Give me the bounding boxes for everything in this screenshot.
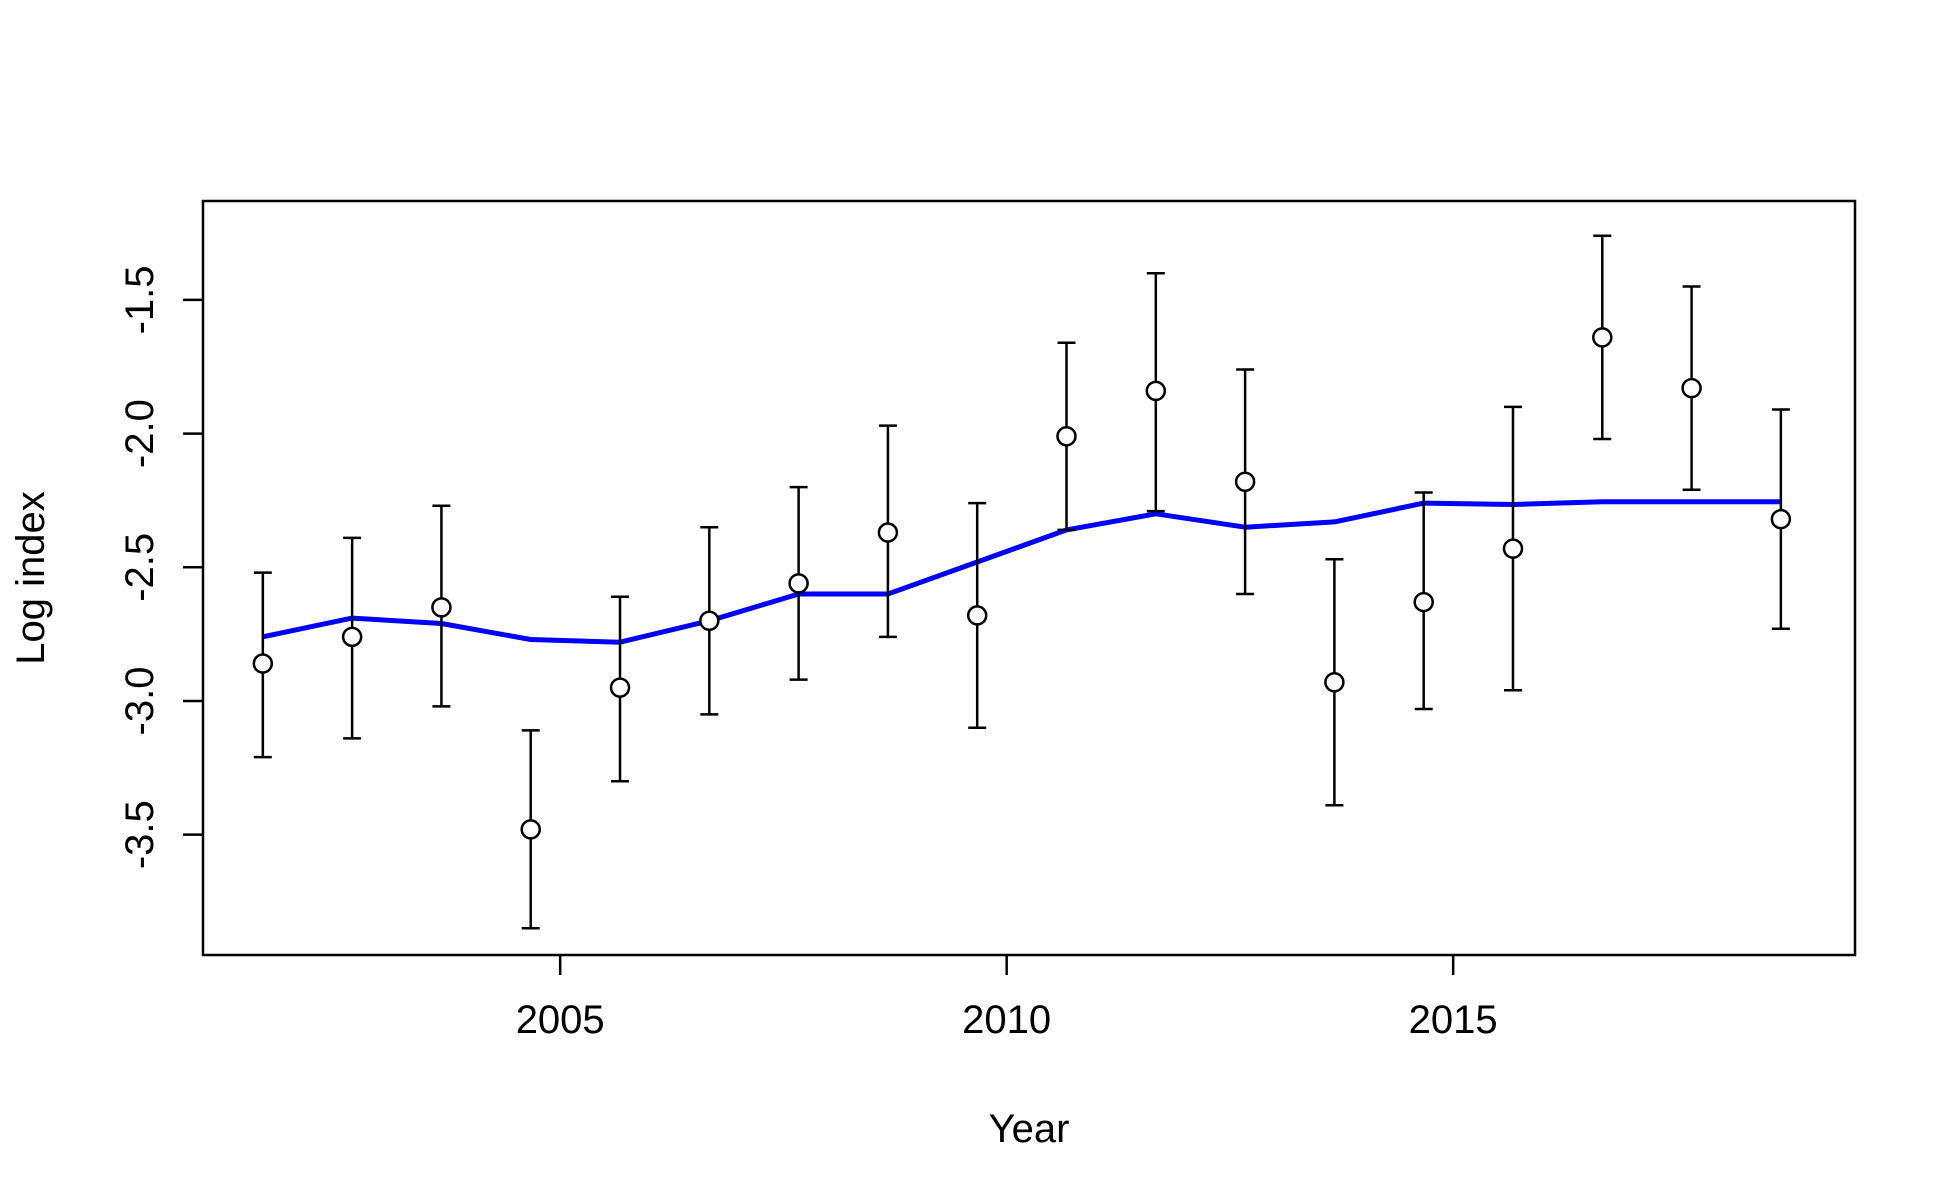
data-point-group <box>1145 271 1167 513</box>
data-point <box>1770 508 1792 530</box>
data-point <box>699 610 720 632</box>
data-point <box>520 819 541 840</box>
data-point-group <box>1592 234 1613 441</box>
data-point <box>1681 377 1702 399</box>
x-tick-label: 2010 <box>962 998 1051 1042</box>
data-point <box>877 522 899 543</box>
y-tick-label: -1.5 <box>118 265 162 334</box>
y-tick-label: -3.0 <box>118 667 162 736</box>
y-tick-label: -2.0 <box>118 399 162 468</box>
data-point-group <box>966 501 988 729</box>
data-point <box>1413 591 1434 613</box>
data-point-group <box>1056 341 1077 532</box>
data-point <box>1234 471 1256 492</box>
data-point <box>966 605 988 626</box>
data-point-group <box>699 525 720 716</box>
x-tick-label: 2005 <box>516 998 605 1042</box>
data-point-group <box>252 571 274 759</box>
data-point <box>341 626 363 648</box>
data-point-group <box>1770 408 1792 631</box>
x-tick-label: 2015 <box>1409 998 1498 1042</box>
data-point <box>431 597 452 618</box>
data-point-group <box>1681 285 1702 492</box>
x-axis-title: Year <box>989 1107 1070 1151</box>
y-tick-label: -2.5 <box>118 533 162 602</box>
data-point-group <box>1413 491 1434 711</box>
data-point <box>1324 672 1345 693</box>
data-point <box>252 653 274 674</box>
plot-area <box>252 234 1792 930</box>
y-tick-label: -3.5 <box>118 800 162 869</box>
plot-frame <box>201 199 1857 957</box>
data-point-group <box>788 485 809 681</box>
fitted-line <box>262 499 1781 645</box>
data-point <box>1056 426 1077 447</box>
data-point-group <box>609 595 631 783</box>
data-point-group <box>431 504 452 708</box>
data-point-group <box>1502 405 1524 692</box>
data-point-group <box>877 424 899 639</box>
data-point-group <box>1324 558 1345 807</box>
data-point <box>1145 380 1167 402</box>
data-point <box>788 573 809 594</box>
data-point-group <box>341 536 363 740</box>
data-point-group <box>1234 368 1256 596</box>
data-point-group <box>520 729 541 930</box>
y-axis: -3.5 -3.0 -2.5 -2.0 -1.5 <box>118 265 203 869</box>
data-point <box>1592 327 1613 348</box>
data-point <box>609 677 631 698</box>
x-axis: 2005 2010 2015 <box>516 955 1498 1042</box>
y-axis-title: Log index <box>9 491 53 664</box>
data-point <box>1502 538 1524 559</box>
